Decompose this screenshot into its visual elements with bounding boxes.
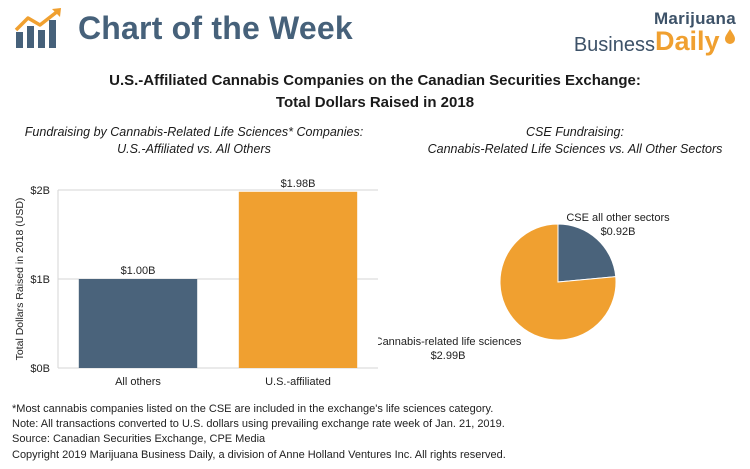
publisher-line2-business: Business bbox=[573, 34, 655, 56]
pie-slice-label: CSE all other sectors bbox=[566, 212, 670, 224]
pie-subtitle-line2: Cannabis-Related Life Sciences vs. All O… bbox=[427, 142, 723, 156]
brand-title: Chart of the Week bbox=[78, 10, 353, 46]
publisher-line1: Marijuana bbox=[653, 9, 736, 28]
pie-subtitle-line1: CSE Fundraising: bbox=[526, 125, 624, 139]
publisher-line2-daily: Daily bbox=[655, 26, 720, 56]
x-category-label: All others bbox=[115, 376, 161, 388]
pie-slice bbox=[557, 223, 617, 283]
pie-slice-value: $0.92B bbox=[601, 226, 636, 238]
bar-chart-subtitle: Fundraising by Cannabis-Related Life Sci… bbox=[0, 124, 388, 158]
pie-slice-label: Cannabis-related life sciences bbox=[378, 336, 522, 348]
y-tick-label: $2B bbox=[30, 185, 50, 197]
publisher-logo: Marijuana BusinessDaily bbox=[574, 10, 736, 55]
y-tick-label: $0B bbox=[30, 363, 50, 375]
pie-slice bbox=[499, 223, 617, 341]
bar-chart-logo-icon bbox=[14, 8, 61, 48]
bar-subtitle-line2: U.S.-Affiliated vs. All Others bbox=[117, 142, 271, 156]
bar bbox=[78, 279, 198, 368]
pie-chart-subtitle: CSE Fundraising: Cannabis-Related Life S… bbox=[400, 124, 750, 158]
pie-chart: CSE all other sectors $0.92B Cannabis-rela… bbox=[378, 212, 670, 362]
x-category-label: U.S.-affiliated bbox=[265, 376, 331, 388]
footnote-asterisk: *Most cannabis companies listed on the C… bbox=[12, 403, 494, 415]
footnote-copyright: Copyright 2019 Marijuana Business Daily,… bbox=[12, 448, 506, 461]
droplet-icon bbox=[725, 29, 735, 44]
footnotes: *Most cannabis companies listed on the C… bbox=[12, 402, 506, 463]
bar bbox=[238, 191, 358, 368]
pie-slice-value: $2.99B bbox=[431, 350, 466, 362]
header: Chart of the Week Marijuana BusinessDail… bbox=[0, 0, 750, 62]
y-tick-label: $1B bbox=[30, 274, 50, 286]
bar-subtitle-line1: Fundraising by Cannabis-Related Life Sci… bbox=[24, 125, 364, 139]
footnote-source: Source: Canadian Securities Exchange, CP… bbox=[12, 433, 266, 446]
bar-chart: $0B $1B $2B Total Dollars Raised in 2018 (U… bbox=[14, 178, 378, 388]
y-axis-title: Total Dollars Raised in 2018 (USD) bbox=[14, 198, 26, 361]
bar-value-label: $1.00B bbox=[121, 265, 156, 277]
main-title-line1: U.S.-Affiliated Cannabis Companies on th… bbox=[109, 72, 641, 89]
main-title: U.S.-Affiliated Cannabis Companies on th… bbox=[0, 70, 750, 114]
main-title-line2: Total Dollars Raised in 2018 bbox=[275, 94, 475, 111]
bar-value-label: $1.98B bbox=[281, 178, 316, 190]
footnote-note: Note: All transactions converted to U.S.… bbox=[12, 418, 505, 431]
